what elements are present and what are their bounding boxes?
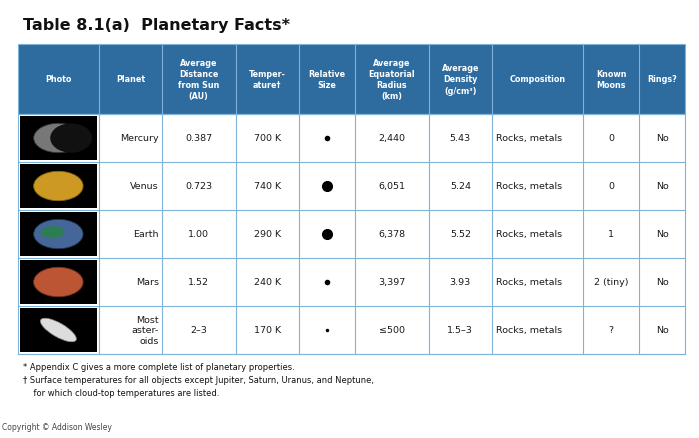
- Text: Average
Equatorial
Radius
(km): Average Equatorial Radius (km): [368, 59, 415, 101]
- Text: † Surface temperatures for all objects except Jupiter, Saturn, Uranus, and Neptu: † Surface temperatures for all objects e…: [23, 375, 374, 384]
- Text: 240 K: 240 K: [254, 278, 281, 287]
- Text: 3.93: 3.93: [449, 278, 471, 287]
- Text: No: No: [656, 182, 668, 191]
- Text: 170 K: 170 K: [254, 326, 281, 335]
- Ellipse shape: [34, 172, 83, 201]
- Text: 1.52: 1.52: [188, 278, 209, 287]
- Text: 700 K: 700 K: [254, 134, 281, 143]
- Text: Photo: Photo: [45, 75, 71, 84]
- Bar: [20, 212, 96, 256]
- Ellipse shape: [34, 124, 83, 153]
- Text: 0: 0: [608, 134, 614, 143]
- Text: Rocks, metals: Rocks, metals: [496, 326, 562, 335]
- Text: No: No: [656, 230, 668, 239]
- Bar: [20, 165, 96, 208]
- Text: 0.723: 0.723: [185, 182, 212, 191]
- Text: Table 8.1(a)  Planetary Facts*: Table 8.1(a) Planetary Facts*: [23, 18, 290, 33]
- Ellipse shape: [34, 268, 83, 297]
- Text: 1: 1: [608, 230, 614, 239]
- Text: 290 K: 290 K: [254, 230, 281, 239]
- Bar: [18, 45, 685, 115]
- Bar: [20, 261, 96, 304]
- Text: 5.52: 5.52: [450, 230, 471, 239]
- Text: No: No: [656, 278, 668, 287]
- Text: Copyright © Addison Wesley: Copyright © Addison Wesley: [2, 422, 112, 431]
- Text: 2–3: 2–3: [190, 326, 207, 335]
- Text: Rocks, metals: Rocks, metals: [496, 278, 562, 287]
- Text: Temper-
ature†: Temper- ature†: [249, 70, 286, 90]
- Bar: [18, 115, 685, 354]
- Text: Planet: Planet: [116, 75, 145, 84]
- Text: 2 (tiny): 2 (tiny): [594, 278, 628, 287]
- Text: Venus: Venus: [130, 182, 159, 191]
- Text: Average
Density
(g/cm³): Average Density (g/cm³): [442, 64, 479, 95]
- Text: 0: 0: [608, 182, 614, 191]
- Text: 6,051: 6,051: [378, 182, 405, 191]
- Text: 1.5–3: 1.5–3: [447, 326, 473, 335]
- Text: 5.24: 5.24: [450, 182, 471, 191]
- Bar: [20, 308, 96, 352]
- Text: 6,378: 6,378: [378, 230, 405, 239]
- Text: Most
aster-
oids: Most aster- oids: [131, 315, 159, 345]
- Text: Earth: Earth: [134, 230, 159, 239]
- Text: 740 K: 740 K: [254, 182, 281, 191]
- Text: Rocks, metals: Rocks, metals: [496, 230, 562, 239]
- Text: 3,397: 3,397: [378, 278, 405, 287]
- Text: Composition: Composition: [510, 75, 565, 84]
- Text: No: No: [656, 326, 668, 335]
- Text: ?: ?: [609, 326, 614, 335]
- Text: Rocks, metals: Rocks, metals: [496, 182, 562, 191]
- Text: Rings?: Rings?: [647, 75, 677, 84]
- Text: 5.43: 5.43: [449, 134, 471, 143]
- Text: ≤500: ≤500: [379, 326, 405, 335]
- Text: 1.00: 1.00: [188, 230, 209, 239]
- Text: Known
Moons: Known Moons: [596, 70, 626, 90]
- Ellipse shape: [41, 318, 76, 342]
- Text: 2,440: 2,440: [378, 134, 405, 143]
- Bar: [20, 117, 96, 161]
- Text: Rocks, metals: Rocks, metals: [496, 134, 562, 143]
- Ellipse shape: [41, 227, 64, 239]
- Text: Mars: Mars: [136, 278, 159, 287]
- Text: Relative
Size: Relative Size: [308, 70, 345, 90]
- Text: for which cloud-top temperatures are listed.: for which cloud-top temperatures are lis…: [23, 388, 219, 397]
- Text: Mercury: Mercury: [120, 134, 159, 143]
- Ellipse shape: [34, 220, 83, 249]
- Text: Average
Distance
from Sun
(AU): Average Distance from Sun (AU): [178, 59, 219, 101]
- Ellipse shape: [50, 124, 92, 153]
- Text: No: No: [656, 134, 668, 143]
- Text: 0.387: 0.387: [185, 134, 212, 143]
- Text: * Appendix C gives a more complete list of planetary properties.: * Appendix C gives a more complete list …: [23, 362, 295, 371]
